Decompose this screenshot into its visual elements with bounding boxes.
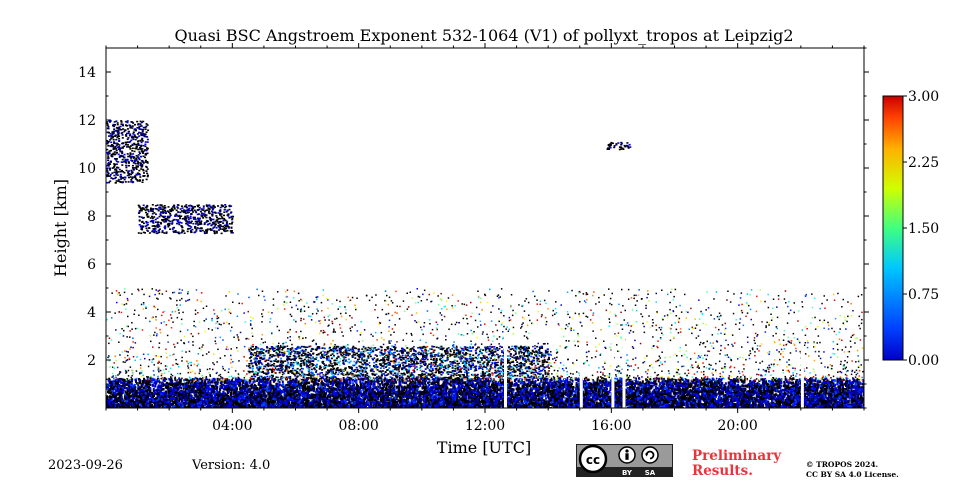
preliminary-line-2: Results. (692, 464, 781, 479)
y-tick-label-2: 6 (87, 257, 96, 273)
heatmap-speckle (106, 288, 865, 381)
x-axis-label: Time [UTC] (437, 438, 531, 457)
data-gap-3 (623, 331, 626, 408)
cc-license-badge[interactable]: cc BY SA (576, 444, 673, 477)
colorbar-tick-label-4: 3.00 (908, 89, 939, 105)
preliminary-notice: Preliminary Results. (692, 449, 781, 479)
x-tick-label-0: 04:00 (212, 418, 252, 434)
y-tick-label-0: 2 (87, 353, 96, 369)
data-gap-2 (611, 331, 614, 408)
data-gap-4 (801, 331, 804, 408)
copyright-notice: © TROPOS 2024. CC BY SA 4.0 License. (806, 460, 899, 480)
preliminary-line-1: Preliminary (692, 449, 781, 464)
sa-icon (642, 447, 658, 463)
heatmap-feature-3 (138, 204, 234, 234)
heatmap-area (106, 120, 866, 410)
data-gap-1 (580, 331, 583, 408)
y-tick-label-4: 10 (78, 161, 96, 177)
chart-title: Quasi BSC Angstroem Exponent 532-1064 (V… (175, 26, 794, 45)
x-tick-label-3: 16:00 (591, 418, 631, 434)
y-tick-label-1: 4 (87, 305, 96, 321)
y-tick-label-6: 14 (78, 65, 96, 81)
colorbar-tick-label-0: 0.00 (908, 353, 939, 369)
footer-date: 2023-09-26 (48, 458, 123, 473)
copyright-line-2: CC BY SA 4.0 License. (806, 470, 899, 480)
sa-label: SA (645, 469, 656, 477)
colorbar-tick-label-2: 1.50 (908, 221, 939, 237)
colorbar: 0.00 0.75 1.50 2.25 3.00 (883, 89, 939, 369)
heatmap-feature-4 (607, 142, 632, 151)
heatmap-feature-2 (106, 120, 149, 184)
x-tick-label-1: 08:00 (338, 418, 378, 434)
cc-icon: cc (580, 446, 606, 472)
data-gap-0 (504, 331, 507, 408)
y-tick-label-3: 8 (87, 209, 96, 225)
y-axis-label: Height [km] (51, 179, 70, 277)
by-icon (619, 447, 635, 463)
x-tick-label-4: 20:00 (717, 418, 757, 434)
copyright-line-1: © TROPOS 2024. (806, 460, 899, 470)
colorbar-tick-label-1: 0.75 (908, 287, 939, 303)
colorbar-ticks: 0.00 0.75 1.50 2.25 3.00 (903, 89, 939, 369)
colorbar-gradient (883, 96, 903, 360)
by-label: BY (622, 469, 633, 477)
footer-version: Version: 4.0 (192, 458, 270, 473)
y-tick-label-5: 12 (78, 113, 96, 129)
heatmap-feature-0 (106, 377, 866, 411)
x-tick-label-2: 12:00 (465, 418, 505, 434)
colorbar-tick-label-3: 2.25 (908, 155, 939, 171)
